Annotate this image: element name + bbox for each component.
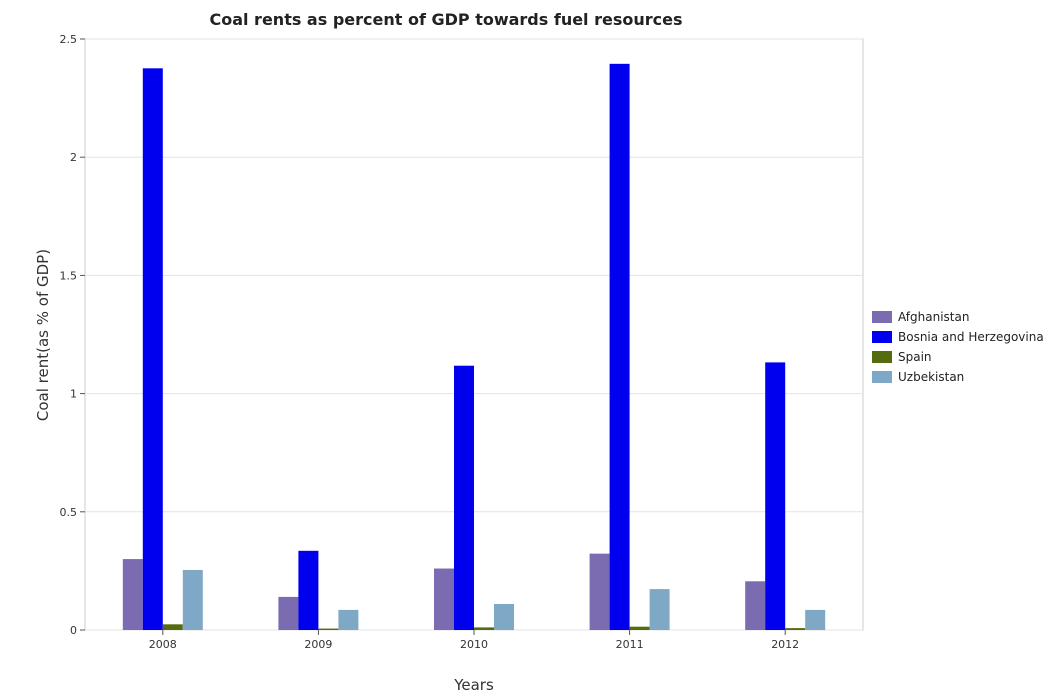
bars — [122, 63, 826, 630]
legend-swatch — [872, 351, 892, 363]
bar-afghanistan-2011 — [589, 553, 610, 630]
bar-bosnia-and-herzegovina-2009 — [298, 550, 319, 630]
legend: Afghanistan Bosnia and Herzegovina Spain Uz… — [872, 310, 1044, 384]
legend-swatch — [872, 371, 892, 383]
x-tick-label: 2011 — [616, 638, 644, 651]
bar-spain-2009 — [318, 628, 339, 630]
bar-spain-2008 — [162, 624, 183, 630]
bar-uzbekistan-2012 — [805, 609, 826, 630]
legend-swatch — [872, 331, 892, 343]
bar-bosnia-and-herzegovina-2011 — [609, 63, 630, 630]
y-tick-label: 2.5 — [60, 33, 78, 46]
y-tick-label: 1 — [70, 388, 77, 401]
bar-uzbekistan-2011 — [649, 589, 670, 630]
x-tick-label: 2010 — [460, 638, 488, 651]
bar-afghanistan-2009 — [278, 596, 299, 630]
x-tick-label: 2008 — [149, 638, 177, 651]
legend-label: Afghanistan — [898, 310, 969, 324]
x-tick-label: 2009 — [304, 638, 332, 651]
bar-afghanistan-2012 — [745, 581, 766, 630]
y-axis-ticks: 0 0.5 1 1.5 2 2.5 — [60, 33, 85, 637]
bar-uzbekistan-2009 — [338, 609, 359, 630]
legend-label: Bosnia and Herzegovina — [898, 330, 1044, 344]
bar-uzbekistan-2010 — [494, 603, 514, 630]
y-tick-label: 1.5 — [60, 269, 78, 282]
legend-label: Spain — [898, 350, 932, 364]
y-tick-label: 0 — [70, 624, 77, 637]
y-tick-label: 2 — [70, 151, 77, 164]
legend-swatch — [872, 311, 892, 323]
x-axis-title: Years — [453, 676, 494, 694]
bar-afghanistan-2008 — [122, 559, 143, 630]
chart-title: Coal rents as percent of GDP towards fue… — [209, 10, 682, 29]
y-tick-label: 0.5 — [60, 506, 78, 519]
bar-spain-2012 — [785, 628, 806, 630]
legend-label: Uzbekistan — [898, 370, 964, 384]
x-axis-ticks: 2008 2009 2010 2011 2012 — [149, 630, 799, 651]
bar-spain-2010 — [474, 627, 494, 630]
bar-afghanistan-2010 — [434, 568, 454, 630]
bar-uzbekistan-2008 — [182, 569, 203, 630]
bar-bosnia-and-herzegovina-2010 — [454, 365, 474, 630]
y-axis-title: Coal rent(as % of GDP) — [34, 249, 52, 421]
bar-bosnia-and-herzegovina-2012 — [765, 362, 786, 630]
bar-spain-2011 — [629, 626, 650, 630]
bar-bosnia-and-herzegovina-2008 — [142, 68, 163, 630]
x-tick-label: 2012 — [771, 638, 799, 651]
